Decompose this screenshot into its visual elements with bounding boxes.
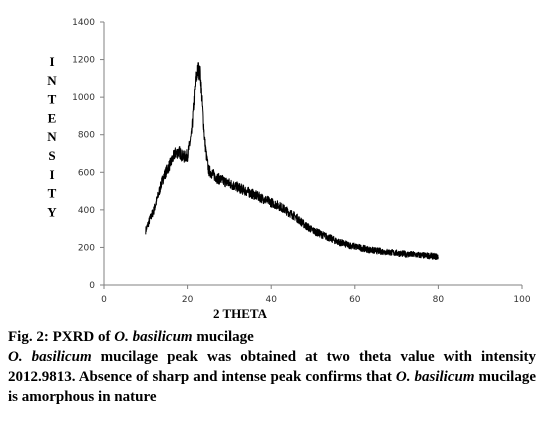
- caption-species-2: O. basilicum: [395, 369, 475, 385]
- caption-title: Fig. 2: PXRD of O. basilicum mucilage: [8, 327, 536, 347]
- x-tick-label: 80: [433, 295, 445, 305]
- y-axis-label-letter: S: [48, 148, 55, 163]
- y-tick-label: 600: [78, 168, 95, 178]
- y-tick-label: 800: [78, 131, 95, 141]
- y-tick-label: 1000: [72, 93, 95, 103]
- x-axis-label: 2 THETA: [213, 306, 268, 321]
- caption-title-species: O. basilicum: [114, 329, 193, 345]
- series-layer: [145, 62, 439, 260]
- series-line: [145, 62, 439, 260]
- x-tick-label: 20: [182, 295, 194, 305]
- y-ticks: 0 200 400 600 800 1000 1200 1400: [72, 18, 104, 291]
- caption-title-prefix: Fig. 2: PXRD of: [8, 329, 115, 345]
- y-tick-label: 1200: [72, 56, 95, 66]
- y-axis-label-letter: N: [47, 129, 57, 144]
- y-axis-label-letter: T: [48, 186, 57, 201]
- caption-desc-part-2: mucilage is amorphous in nature: [8, 369, 537, 405]
- x-tick-label: 60: [349, 295, 361, 305]
- x-tick-label: 100: [513, 295, 530, 305]
- y-tick-label: 400: [78, 206, 95, 216]
- y-axis-label-letter: N: [47, 73, 57, 88]
- caption-title-suffix: mucilage: [192, 329, 254, 345]
- y-axis-label-letter: Y: [47, 204, 57, 219]
- x-tick-label: 40: [265, 295, 277, 305]
- y-tick-label: 200: [78, 243, 95, 253]
- axes: [103, 22, 522, 286]
- y-axis-label-letter: I: [49, 54, 54, 69]
- y-axis-label-letter: T: [48, 92, 57, 107]
- caption-species-1: O. basilicum: [8, 349, 92, 365]
- y-tick-label: 0: [89, 281, 95, 291]
- caption-desc-part-1: mucilage peak was obtained at two theta …: [8, 349, 537, 385]
- x-ticks: 0 20 40 60 80 100: [101, 285, 531, 305]
- x-tick-label: 0: [101, 295, 107, 305]
- caption-description: O. basilicum mucilage peak was obtained …: [8, 347, 536, 407]
- y-tick-label: 1400: [72, 18, 95, 28]
- y-axis-label-letter: I: [49, 167, 54, 182]
- figure-caption: Fig. 2: PXRD of O. basilicum mucilage O.…: [8, 327, 536, 407]
- y-axis-label-letter: E: [48, 110, 57, 125]
